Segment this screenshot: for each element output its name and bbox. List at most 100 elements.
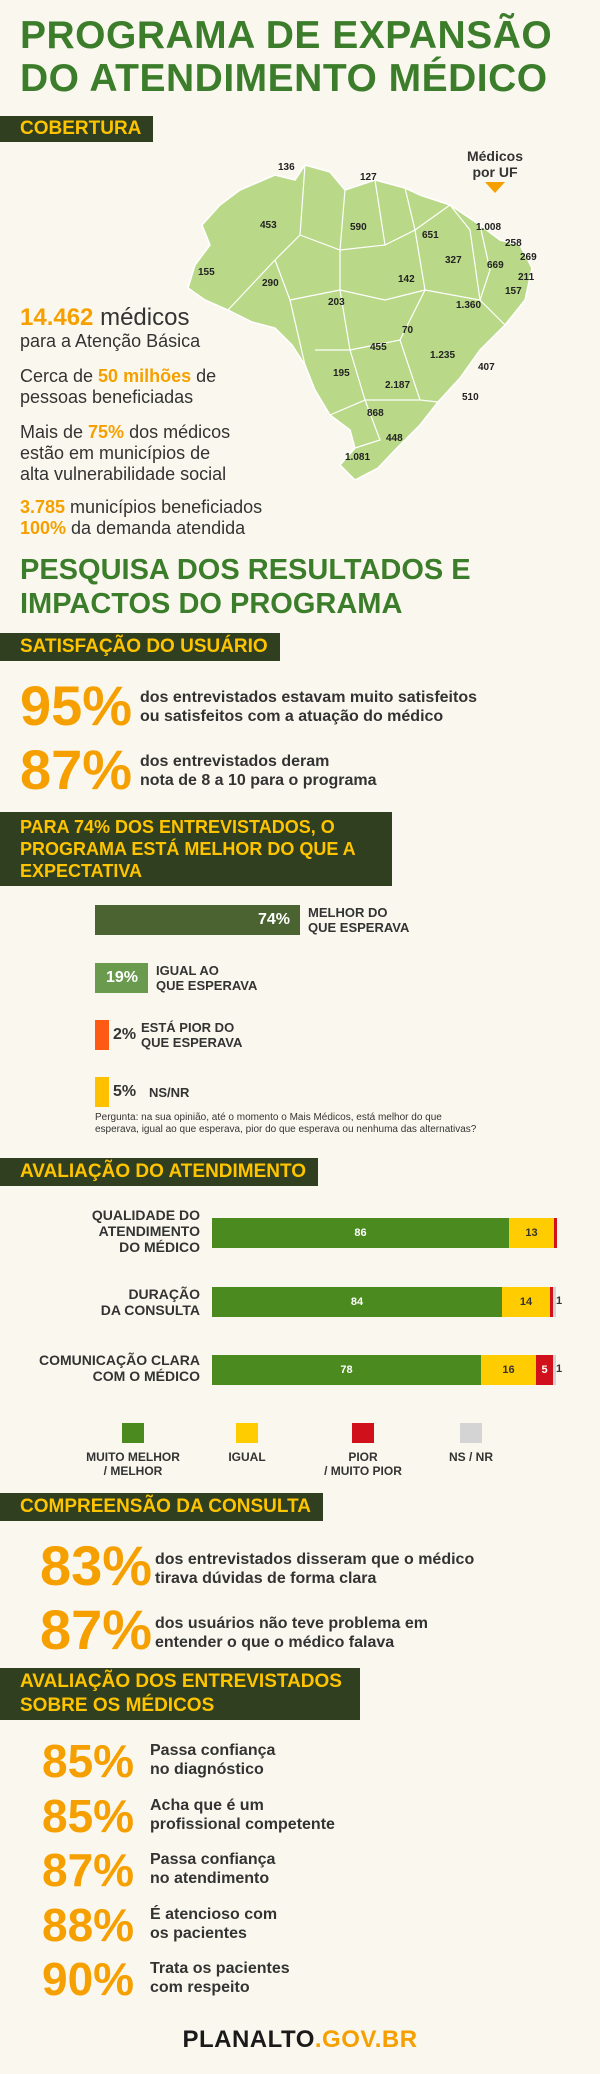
avaliacao-row-3-label-line-2: COM O MÉDICO bbox=[92, 1368, 200, 1384]
map-value-ma: 651 bbox=[422, 230, 439, 241]
stat-mais-num: 75% bbox=[88, 422, 125, 442]
expectativa-label-2-line-1: IGUAL AO bbox=[156, 963, 219, 978]
map-value-ba: 1.360 bbox=[456, 300, 482, 311]
expectativa-banner-line-1: PARA 74% DOS ENTREVISTADOS, O bbox=[20, 817, 335, 837]
stat-mais-line3: alta vulnerabilidade social bbox=[20, 464, 227, 484]
stat-mais: Mais de 75% dos médicos bbox=[20, 422, 320, 443]
satisfacao-banner: SATISFAÇÃO DO USUÁRIO bbox=[0, 633, 280, 661]
avaliacao-row-2-value-1: 84 bbox=[350, 1296, 364, 1308]
avaliacao-row-label-1: QUALIDADE DO ATENDIMENTO DO MÉDICO bbox=[10, 1207, 200, 1255]
stat-mun-text: municípios beneficiados bbox=[65, 497, 263, 517]
avaliacao-row-3-segment-4 bbox=[553, 1355, 556, 1385]
avaliacao-medicos-desc-4-line-2: os pacientes bbox=[150, 1925, 247, 1942]
avaliacao-row-3-segment-3: 5 bbox=[536, 1355, 553, 1385]
avaliacao-medicos-banner-line-1: AVALIAÇÃO DOS ENTREVISTADOS bbox=[20, 1671, 342, 1692]
expectativa-question: Pergunta: na sua opinião, até o momento … bbox=[95, 1112, 575, 1136]
avaliacao-row-3-segment-1: 78 bbox=[212, 1355, 481, 1385]
expectativa-bar-2 bbox=[95, 963, 148, 993]
stat-mun-num: 3.785 bbox=[20, 497, 66, 517]
stat-pessoas-line2: pessoas beneficiadas bbox=[20, 387, 194, 407]
stat-mais-pre: Mais de bbox=[20, 422, 89, 442]
map-value-go: 455 bbox=[370, 342, 387, 353]
avaliacao-medicos-desc-4: É atencioso com os pacientes bbox=[150, 1905, 450, 1943]
planalto-domain: .GOV.BR bbox=[314, 2026, 418, 2053]
map-value-sc: 448 bbox=[386, 433, 403, 444]
pesquisa-title: PESQUISA DOS RESULTADOS E IMPACTOS DO PR… bbox=[20, 553, 580, 621]
satisfacao-desc-1-line-1: dos entrevistados estavam muito satisfei… bbox=[140, 689, 477, 706]
avaliacao-medicos-pct-2: 85% bbox=[42, 1790, 135, 1842]
map-value-pe: 669 bbox=[487, 260, 504, 271]
avaliacao-medicos-desc-5-line-1: Trata os pacientes bbox=[150, 1960, 290, 1977]
map-value-df: 70 bbox=[402, 325, 414, 336]
avaliacao-row-2-segment-4 bbox=[553, 1287, 556, 1317]
avaliacao-row-1-label-line-1: QUALIDADE DO bbox=[91, 1207, 200, 1223]
avaliacao-row-3-value-3: 5 bbox=[541, 1364, 548, 1376]
compreensao-desc-2-line-1: dos usuários não teve problema em bbox=[155, 1615, 428, 1632]
avaliacao-banner: AVALIAÇÃO DO ATENDIMENTO bbox=[0, 1158, 319, 1186]
avaliacao-row-2-label-line-2: DA CONSULTA bbox=[100, 1302, 200, 1318]
legend-swatch-3 bbox=[352, 1423, 374, 1443]
map-value-rr: 136 bbox=[278, 162, 295, 173]
map-value-mg: 1.235 bbox=[430, 350, 456, 361]
map-value-mt: 203 bbox=[328, 297, 345, 308]
map-value-se: 157 bbox=[505, 286, 522, 297]
avaliacao-row-1-segment-2: 13 bbox=[509, 1218, 554, 1248]
avaliacao-row-1-label-line-2: ATENDIMENTO bbox=[98, 1223, 200, 1239]
avaliacao-banner-label: AVALIAÇÃO DO ATENDIMENTO bbox=[20, 1161, 307, 1182]
planalto-brand: PLANALTO bbox=[182, 2026, 315, 2053]
title-line-1: PROGRAMA DE EXPANSÃO bbox=[20, 14, 553, 57]
stat-pessoas-post: de bbox=[191, 366, 217, 386]
map-value-es: 407 bbox=[478, 362, 495, 373]
avaliacao-medicos-desc-3: Passa confiança no atendimento bbox=[150, 1850, 450, 1888]
expectativa-label-2-line-2: QUE ESPERAVA bbox=[156, 978, 258, 993]
expectativa-bar-4 bbox=[95, 1077, 109, 1107]
avaliacao-row-3-value-1: 78 bbox=[340, 1364, 353, 1376]
title-line-2: DO ATENDIMENTO MÉDICO bbox=[20, 57, 548, 100]
map-value-pb: 269 bbox=[520, 252, 537, 263]
satisfacao-desc-2-line-2: nota de 8 a 10 para o programa bbox=[140, 772, 377, 789]
expectativa-pct-1: 74% bbox=[258, 911, 291, 928]
expectativa-question-line-2: esperava, igual ao que esperava, pior do… bbox=[95, 1124, 477, 1135]
expectativa-bar-1 bbox=[95, 905, 300, 935]
stat-medicos-num: 14.462 bbox=[20, 304, 94, 331]
expectativa-label-1: MELHOR DO QUE ESPERAVA bbox=[308, 905, 488, 935]
planalto-logo[interactable]: PLANALTO.GOV.BR bbox=[0, 2026, 600, 2054]
compreensao-banner-label: COMPREENSÃO DA CONSULTA bbox=[20, 1496, 311, 1517]
page-title: PROGRAMA DE EXPANSÃO DO ATENDIMENTO MÉDI… bbox=[20, 14, 580, 100]
compreensao-desc-2: dos usuários não teve problema em entend… bbox=[155, 1614, 575, 1652]
avaliacao-medicos-desc-3-line-1: Passa confiança bbox=[150, 1851, 276, 1868]
map-legend: Médicos por UF bbox=[455, 148, 535, 194]
map-value-ac: 155 bbox=[198, 267, 215, 278]
legend-label-1-line-2: / MELHOR bbox=[103, 1464, 163, 1478]
legend-label-1-line-1: MUITO MELHOR bbox=[86, 1450, 180, 1464]
map-value-rn: 258 bbox=[505, 238, 522, 249]
compreensao-desc-1-line-1: dos entrevistados disseram que o médico bbox=[155, 1551, 475, 1568]
satisfacao-desc-2-line-1: dos entrevistados deram bbox=[140, 753, 330, 770]
stat-medicos-word: médicos bbox=[93, 304, 190, 331]
expectativa-banner-line-3: EXPECTATIVA bbox=[20, 861, 143, 881]
legend-swatch-1 bbox=[122, 1423, 144, 1443]
expectativa-label-1-line-2: QUE ESPERAVA bbox=[308, 920, 410, 935]
expectativa-question-line-1: Pergunta: na sua opinião, até o momento … bbox=[95, 1112, 442, 1123]
avaliacao-row-1-value-1: 86 bbox=[354, 1227, 367, 1239]
map-value-sp: 2.187 bbox=[385, 380, 411, 391]
satisfacao-pct-1: 95% bbox=[20, 674, 133, 737]
avaliacao-row-1-segment-1: 86 bbox=[212, 1218, 509, 1248]
expectativa-label-3-line-1: ESTÁ PIOR DO bbox=[141, 1020, 235, 1035]
avaliacao-row-2-value-2: 14 bbox=[519, 1296, 533, 1308]
legend-label-4: NS / NR bbox=[411, 1450, 531, 1464]
avaliacao-medicos-desc-2-line-1: Acha que é um bbox=[150, 1797, 264, 1814]
satisfacao-desc-2: dos entrevistados deram nota de 8 a 10 p… bbox=[140, 752, 580, 790]
avaliacao-row-1-value-2: 13 bbox=[525, 1227, 538, 1239]
stat-pessoas-num: 50 milhões bbox=[98, 366, 192, 386]
avaliacao-row-2-segment-2: 14 bbox=[502, 1287, 550, 1317]
avaliacao-medicos-pct-5: 90% bbox=[42, 1953, 135, 2005]
satisfacao-pct-2: 87% bbox=[20, 738, 133, 801]
cobertura-banner: COBERTURA bbox=[0, 116, 154, 142]
avaliacao-medicos-pct-1: 85% bbox=[42, 1735, 135, 1787]
pesquisa-title-line-1: PESQUISA DOS RESULTADOS E bbox=[20, 554, 471, 586]
legend-swatch-2 bbox=[236, 1423, 258, 1443]
map-value-ap: 127 bbox=[360, 172, 377, 183]
expectativa-label-4-line-1: NS/NR bbox=[149, 1085, 190, 1100]
avaliacao-row-label-2: DURAÇÃO DA CONSULTA bbox=[10, 1286, 200, 1318]
